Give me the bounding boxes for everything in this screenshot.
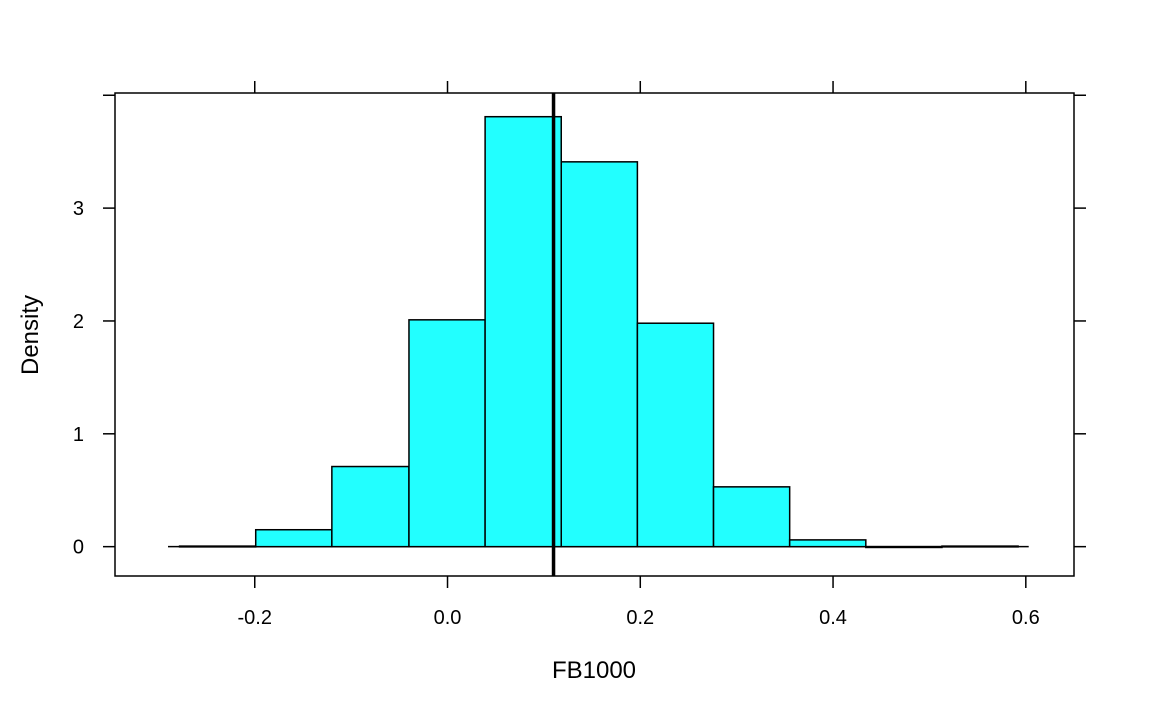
- histogram-bar-11: [941, 545, 1019, 548]
- x-tick-label: 0.0: [434, 607, 462, 629]
- y-tick-label: 1: [73, 424, 84, 446]
- y-tick-label: 2: [73, 311, 84, 333]
- x-tick-label: 0.4: [819, 607, 847, 629]
- y-tick-label: 3: [73, 198, 84, 220]
- histogram-bar-8: [712, 486, 791, 548]
- x-tick-label: 0.2: [626, 607, 654, 629]
- histogram-bar-6: [560, 161, 639, 548]
- x-axis-title: FB1000: [552, 657, 636, 684]
- histogram-bar-10: [865, 545, 943, 549]
- ticks-layer: -0.2 0.0 0.2 0.4 0.6 0 1 2 3: [73, 81, 1086, 629]
- histogram-bar-5: [484, 115, 562, 548]
- y-tick-label: 0: [73, 537, 84, 559]
- x-tick-label: -0.2: [238, 607, 272, 629]
- histogram-bar-3: [331, 465, 410, 548]
- histogram-bar-4: [408, 319, 486, 548]
- histogram-bar-7: [636, 322, 715, 548]
- bars-layer: [168, 115, 1029, 549]
- y-axis-title: Density: [17, 295, 44, 375]
- x-tick-label: 0.6: [1012, 607, 1040, 629]
- plot-frame: [114, 92, 1075, 577]
- histogram-bar-1: [178, 545, 257, 548]
- histogram-bar-9: [788, 539, 867, 548]
- histogram-bar-2: [254, 528, 333, 548]
